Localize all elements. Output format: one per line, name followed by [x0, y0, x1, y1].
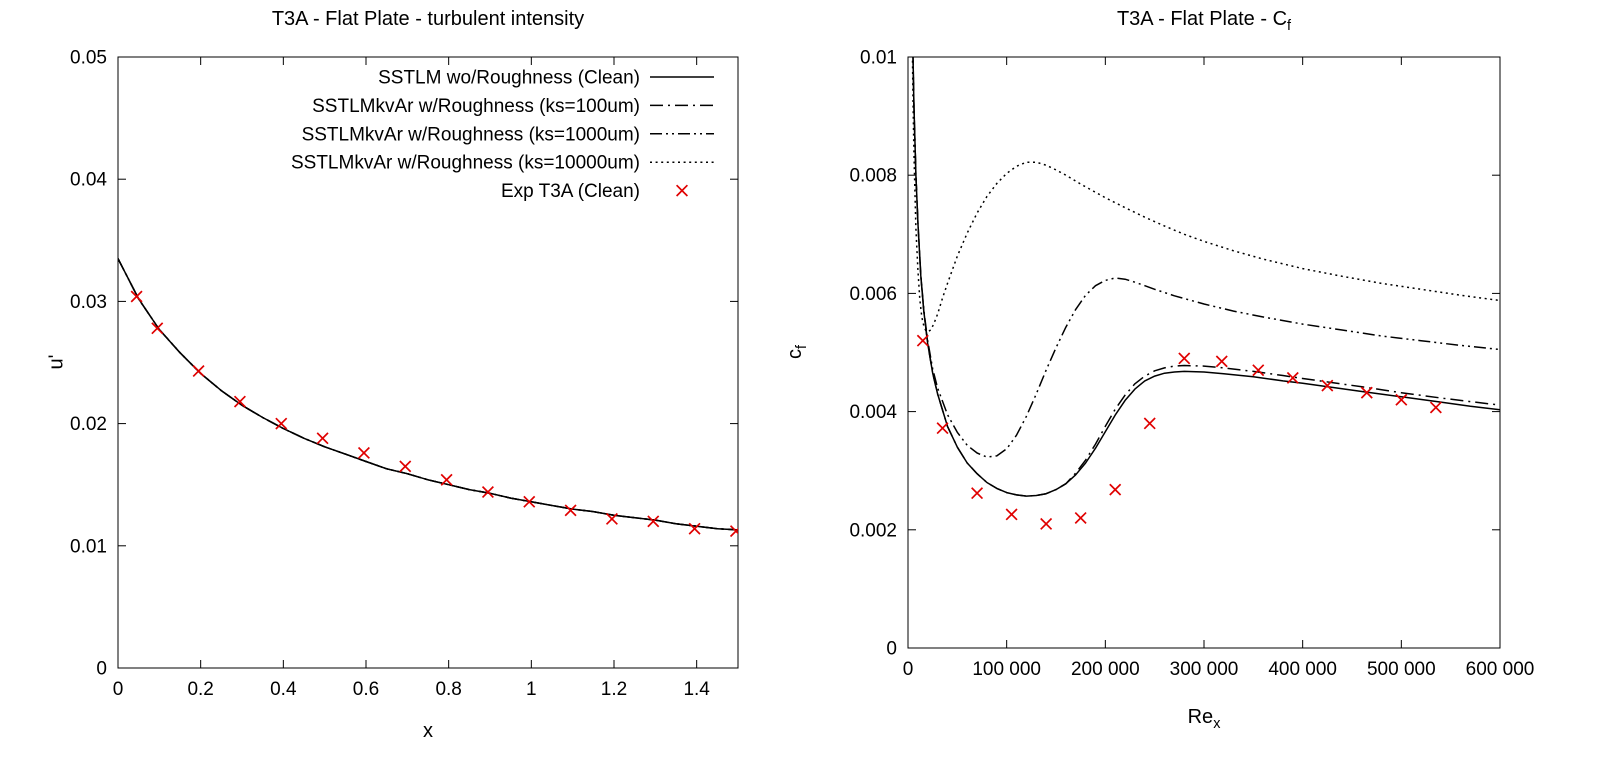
- svg-text:400 000: 400 000: [1268, 659, 1337, 680]
- right-y-axis-label-subscript: f: [794, 345, 810, 349]
- right-y-axis-label: cf: [784, 345, 810, 359]
- svg-text:0.8: 0.8: [435, 679, 461, 700]
- svg-text:0.04: 0.04: [70, 170, 107, 191]
- svg-text:0.006: 0.006: [849, 284, 897, 305]
- svg-text:0: 0: [96, 659, 107, 680]
- svg-text:300 000: 300 000: [1170, 659, 1239, 680]
- svg-text:1.4: 1.4: [683, 679, 710, 700]
- svg-text:0.2: 0.2: [187, 679, 213, 700]
- svg-text:SSTLMkvAr w/Roughness (ks=100u: SSTLMkvAr w/Roughness (ks=100um): [312, 96, 640, 117]
- svg-text:SSTLMkvAr w/Roughness (ks=1000: SSTLMkvAr w/Roughness (ks=10000um): [291, 153, 640, 174]
- right-chart-title-subscript: f: [1287, 18, 1292, 34]
- svg-text:SSTLMkvAr w/Roughness (ks=1000: SSTLMkvAr w/Roughness (ks=1000um): [302, 124, 640, 145]
- left-y-axis-label: u': [46, 355, 69, 370]
- svg-text:0.01: 0.01: [860, 48, 897, 69]
- turbulent-intensity-chart: 0 0.2 0.4 0.6 0.8 1 1.2 1.4 0 0.01 0.02 0.03 0.04 0.0…: [70, 48, 739, 700]
- right-chart-title: T3A - Flat Plate - Cf: [908, 8, 1500, 34]
- svg-text:0.05: 0.05: [70, 48, 107, 69]
- svg-text:0: 0: [886, 639, 897, 660]
- svg-text:600 000: 600 000: [1466, 659, 1535, 680]
- svg-text:0.4: 0.4: [270, 679, 297, 700]
- svg-text:0: 0: [903, 659, 914, 680]
- svg-text:Exp T3A (Clean): Exp T3A (Clean): [501, 181, 640, 202]
- svg-text:0.004: 0.004: [849, 402, 897, 423]
- svg-text:0.01: 0.01: [70, 536, 107, 557]
- right-y-axis-label-text: c: [784, 349, 806, 359]
- left-x-axis-label: x: [118, 720, 738, 743]
- svg-text:1: 1: [526, 679, 537, 700]
- left-chart-title-text: T3A - Flat Plate - turbulent intensity: [271, 8, 585, 30]
- svg-text:0.03: 0.03: [70, 292, 107, 313]
- right-x-axis-label: Rex: [908, 706, 1500, 732]
- svg-text:0.02: 0.02: [70, 414, 107, 435]
- svg-text:500 000: 500 000: [1367, 659, 1436, 680]
- right-x-axis-label-text: Re: [1187, 706, 1214, 728]
- svg-text:100 000: 100 000: [972, 659, 1041, 680]
- right-x-axis-label-subscript: x: [1213, 716, 1221, 732]
- left-x-axis-label-text: x: [423, 720, 433, 742]
- svg-text:0.6: 0.6: [353, 679, 379, 700]
- left-chart-title: T3A - Flat Plate - turbulent intensity: [118, 8, 738, 31]
- skin-friction-chart: 0 100 000 200 000 300 000 400 000 500 000 600 …: [849, 48, 1535, 681]
- left-y-axis-label-text: u': [45, 354, 68, 370]
- svg-text:SSTLM wo/Roughness (Clean): SSTLM wo/Roughness (Clean): [378, 68, 640, 89]
- svg-text:200 000: 200 000: [1071, 659, 1140, 680]
- svg-text:0.002: 0.002: [849, 520, 897, 541]
- svg-text:1.2: 1.2: [601, 679, 627, 700]
- svg-text:0: 0: [113, 679, 124, 700]
- right-chart-title-text: T3A - Flat Plate - C: [1116, 8, 1288, 30]
- svg-text:0.008: 0.008: [849, 166, 897, 187]
